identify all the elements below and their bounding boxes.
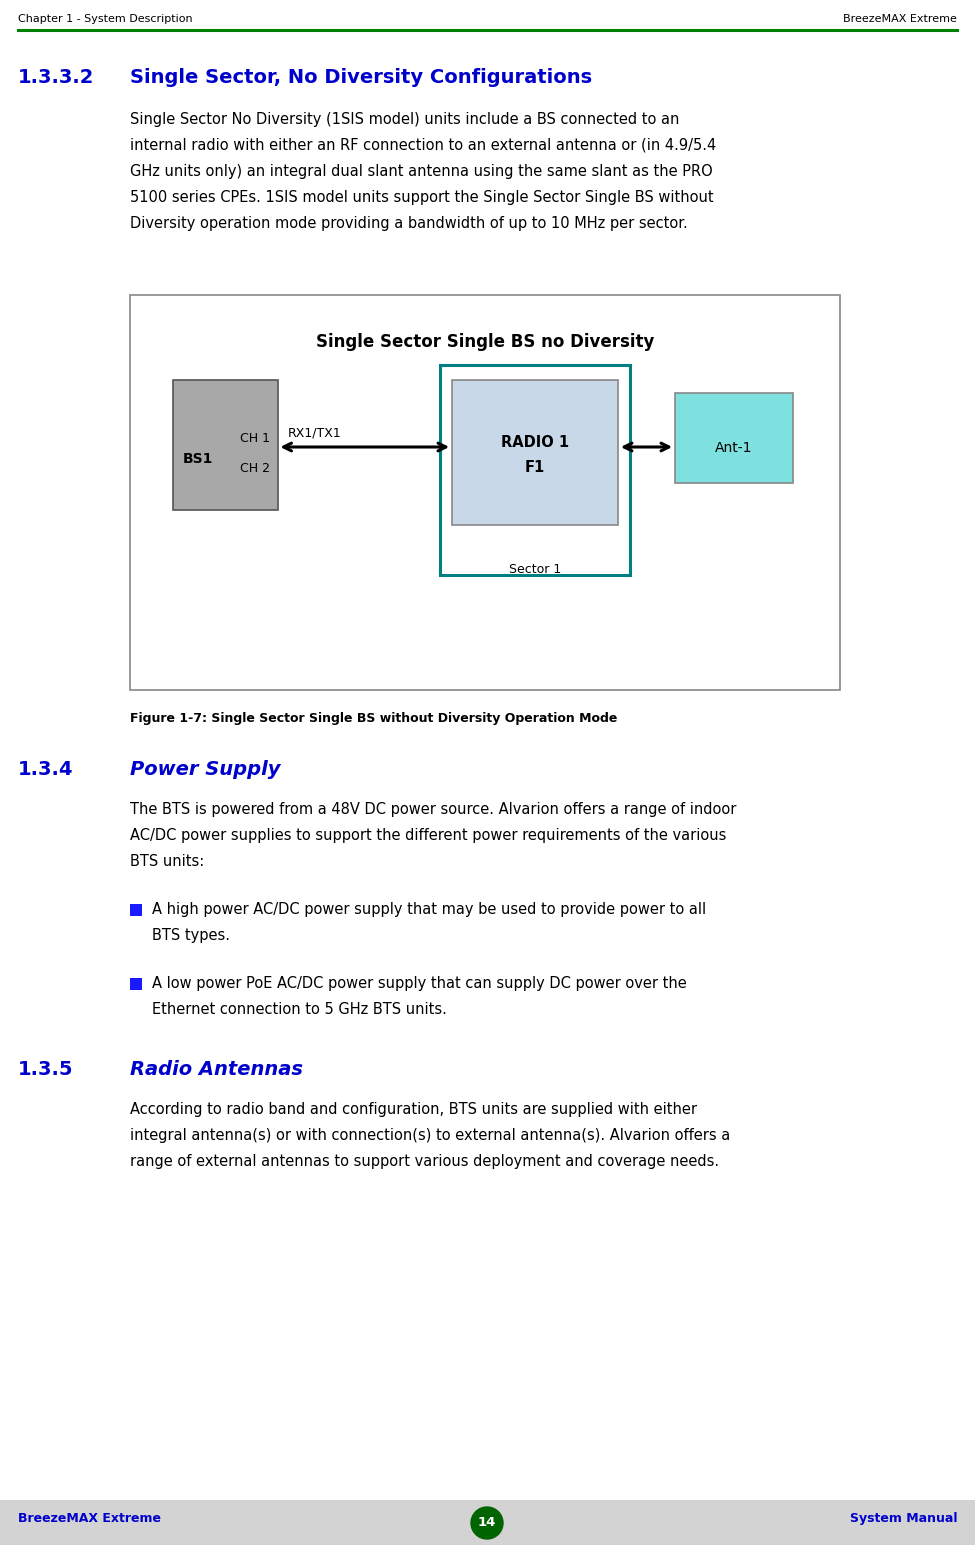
Text: GHz units only) an integral dual slant antenna using the same slant as the PRO: GHz units only) an integral dual slant a… bbox=[130, 164, 713, 179]
Bar bbox=[173, 380, 278, 510]
Bar bbox=[0, 1500, 975, 1545]
Text: A high power AC/DC power supply that may be used to provide power to all: A high power AC/DC power supply that may… bbox=[152, 902, 706, 918]
Text: 1.3.4: 1.3.4 bbox=[18, 760, 73, 779]
Text: range of external antennas to support various deployment and coverage needs.: range of external antennas to support va… bbox=[130, 1154, 720, 1170]
Text: Single Sector No Diversity (1SIS model) units include a BS connected to an: Single Sector No Diversity (1SIS model) … bbox=[130, 111, 680, 127]
Text: AC/DC power supplies to support the different power requirements of the various: AC/DC power supplies to support the diff… bbox=[130, 828, 726, 844]
Text: A low power PoE AC/DC power supply that can supply DC power over the: A low power PoE AC/DC power supply that … bbox=[152, 976, 686, 990]
Text: Power Supply: Power Supply bbox=[130, 760, 281, 779]
Text: BreezeMAX Extreme: BreezeMAX Extreme bbox=[843, 14, 957, 25]
Text: RX1/TX1: RX1/TX1 bbox=[288, 426, 341, 439]
Text: Single Sector Single BS no Diversity: Single Sector Single BS no Diversity bbox=[316, 334, 654, 351]
Text: BTS types.: BTS types. bbox=[152, 929, 230, 942]
Text: System Manual: System Manual bbox=[849, 1513, 957, 1525]
Text: BS1: BS1 bbox=[182, 453, 213, 467]
Text: Ethernet connection to 5 GHz BTS units.: Ethernet connection to 5 GHz BTS units. bbox=[152, 1003, 447, 1017]
Text: Sector 1: Sector 1 bbox=[509, 562, 562, 576]
Text: Ant-1: Ant-1 bbox=[716, 440, 753, 454]
Bar bbox=[452, 380, 618, 525]
Text: Radio Antennas: Radio Antennas bbox=[130, 1060, 303, 1078]
Text: integral antenna(s) or with connection(s) to external antenna(s). Alvarion offer: integral antenna(s) or with connection(s… bbox=[130, 1128, 730, 1143]
Text: Chapter 1 - System Description: Chapter 1 - System Description bbox=[18, 14, 193, 25]
Text: BreezeMAX Extreme: BreezeMAX Extreme bbox=[18, 1513, 161, 1525]
Text: The BTS is powered from a 48V DC power source. Alvarion offers a range of indoor: The BTS is powered from a 48V DC power s… bbox=[130, 802, 736, 817]
Text: 1.3.5: 1.3.5 bbox=[18, 1060, 73, 1078]
Circle shape bbox=[471, 1506, 503, 1539]
Text: 1.3.3.2: 1.3.3.2 bbox=[18, 68, 95, 87]
Text: Figure 1-7: Single Sector Single BS without Diversity Operation Mode: Figure 1-7: Single Sector Single BS with… bbox=[130, 712, 617, 725]
Text: Single Sector, No Diversity Configurations: Single Sector, No Diversity Configuratio… bbox=[130, 68, 592, 87]
Bar bbox=[130, 978, 142, 990]
Text: RADIO 1: RADIO 1 bbox=[501, 436, 569, 450]
Bar bbox=[130, 904, 142, 916]
Text: According to radio band and configuration, BTS units are supplied with either: According to radio band and configuratio… bbox=[130, 1102, 697, 1117]
Text: CH 2: CH 2 bbox=[240, 462, 269, 474]
Text: 14: 14 bbox=[478, 1517, 496, 1530]
Text: CH 1: CH 1 bbox=[240, 433, 269, 445]
Text: BTS units:: BTS units: bbox=[130, 854, 204, 868]
Bar bbox=[440, 365, 630, 575]
Text: 5100 series CPEs. 1SIS model units support the Single Sector Single BS without: 5100 series CPEs. 1SIS model units suppo… bbox=[130, 190, 714, 205]
Text: internal radio with either an RF connection to an external antenna or (in 4.9/5.: internal radio with either an RF connect… bbox=[130, 138, 717, 153]
Bar bbox=[675, 392, 793, 484]
Text: Diversity operation mode providing a bandwidth of up to 10 MHz per sector.: Diversity operation mode providing a ban… bbox=[130, 216, 687, 232]
Bar bbox=[130, 295, 840, 691]
Text: F1: F1 bbox=[525, 460, 545, 474]
